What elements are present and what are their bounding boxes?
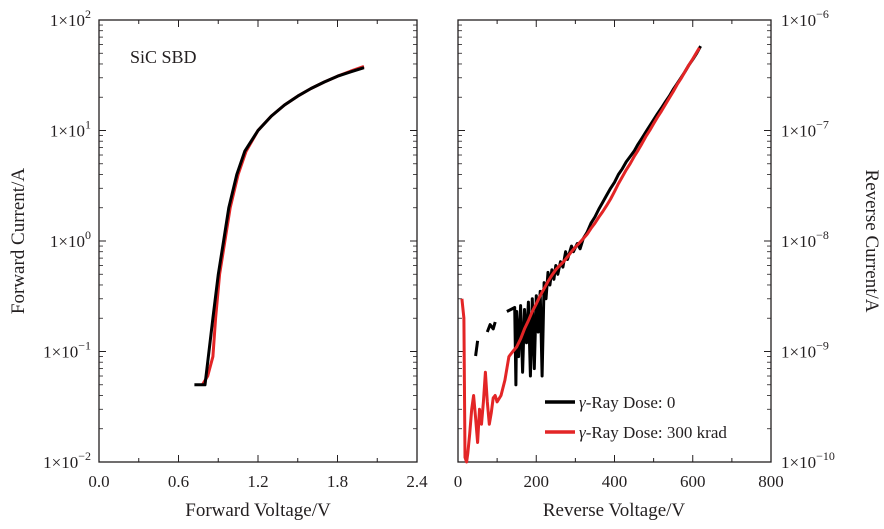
- left-series: [194, 64, 365, 387]
- right-y-axis-label: Reverse Current/A: [861, 170, 882, 313]
- sic-sbd-annotation: SiC SBD: [130, 47, 197, 67]
- right-x-tick-label: 200: [524, 472, 550, 491]
- right-y-tick-label: 1×10−7: [781, 118, 829, 141]
- left-x-axis-label: Forward Voltage/V: [185, 500, 331, 521]
- left-x-tick-label: 0.6: [168, 472, 189, 491]
- forward-iv-panel: 0.0 0.6 1.2 1.8 2.4 1×10−2 1×10−1 1×100 1×101 1×1…: [8, 7, 428, 521]
- left-x-tick-label: 0.0: [88, 472, 109, 491]
- right-y-tick-label: 1×10−6: [781, 7, 829, 30]
- right-x-axis-label: Reverse Voltage/V: [543, 500, 686, 521]
- right-x-tick-label: 800: [758, 472, 784, 491]
- legend-label-dose-0: γ-Ray Dose: 0: [579, 393, 675, 412]
- left-y-tick-label: 1×102: [50, 7, 91, 30]
- right-x-tick-label: 400: [602, 472, 628, 491]
- left-x-tick-label: 1.8: [327, 472, 348, 491]
- legend-label-dose-300krad: γ-Ray Dose: 300 krad: [579, 423, 727, 442]
- right-series: [460, 45, 702, 464]
- right-series-dose-300krad-line: [460, 47, 701, 464]
- left-series-dose-0-line: [194, 66, 365, 387]
- right-series-dose-0-line: [485, 321, 497, 333]
- left-y-axis-label: Forward Current/A: [8, 168, 29, 314]
- left-y-tick-label: 1×10−2: [43, 449, 91, 472]
- left-y-tick-label: 1×10−1: [43, 339, 91, 362]
- right-x-tick-label: 0: [454, 472, 463, 491]
- right-series-dose-0-line: [474, 340, 480, 357]
- left-y-tick-label: 1×100: [50, 228, 91, 251]
- left-plot-frame: [98, 19, 418, 463]
- left-y-tick-label: 1×101: [50, 118, 91, 141]
- right-x-tick-label: 600: [680, 472, 706, 491]
- right-y-tick-label: 1×10−8: [781, 228, 829, 251]
- left-x-tick-label: 2.4: [406, 472, 428, 491]
- right-y-tick-label: 1×10−10: [781, 449, 835, 472]
- right-y-tick-label: 1×10−9: [781, 339, 829, 362]
- left-ticks: 0.0 0.6 1.2 1.8 2.4 1×10−2 1×10−1 1×100 1×101 1×1…: [43, 7, 428, 491]
- left-x-tick-label: 1.2: [247, 472, 268, 491]
- legend: γ-Ray Dose: 0 γ-Ray Dose: 300 krad: [545, 393, 727, 442]
